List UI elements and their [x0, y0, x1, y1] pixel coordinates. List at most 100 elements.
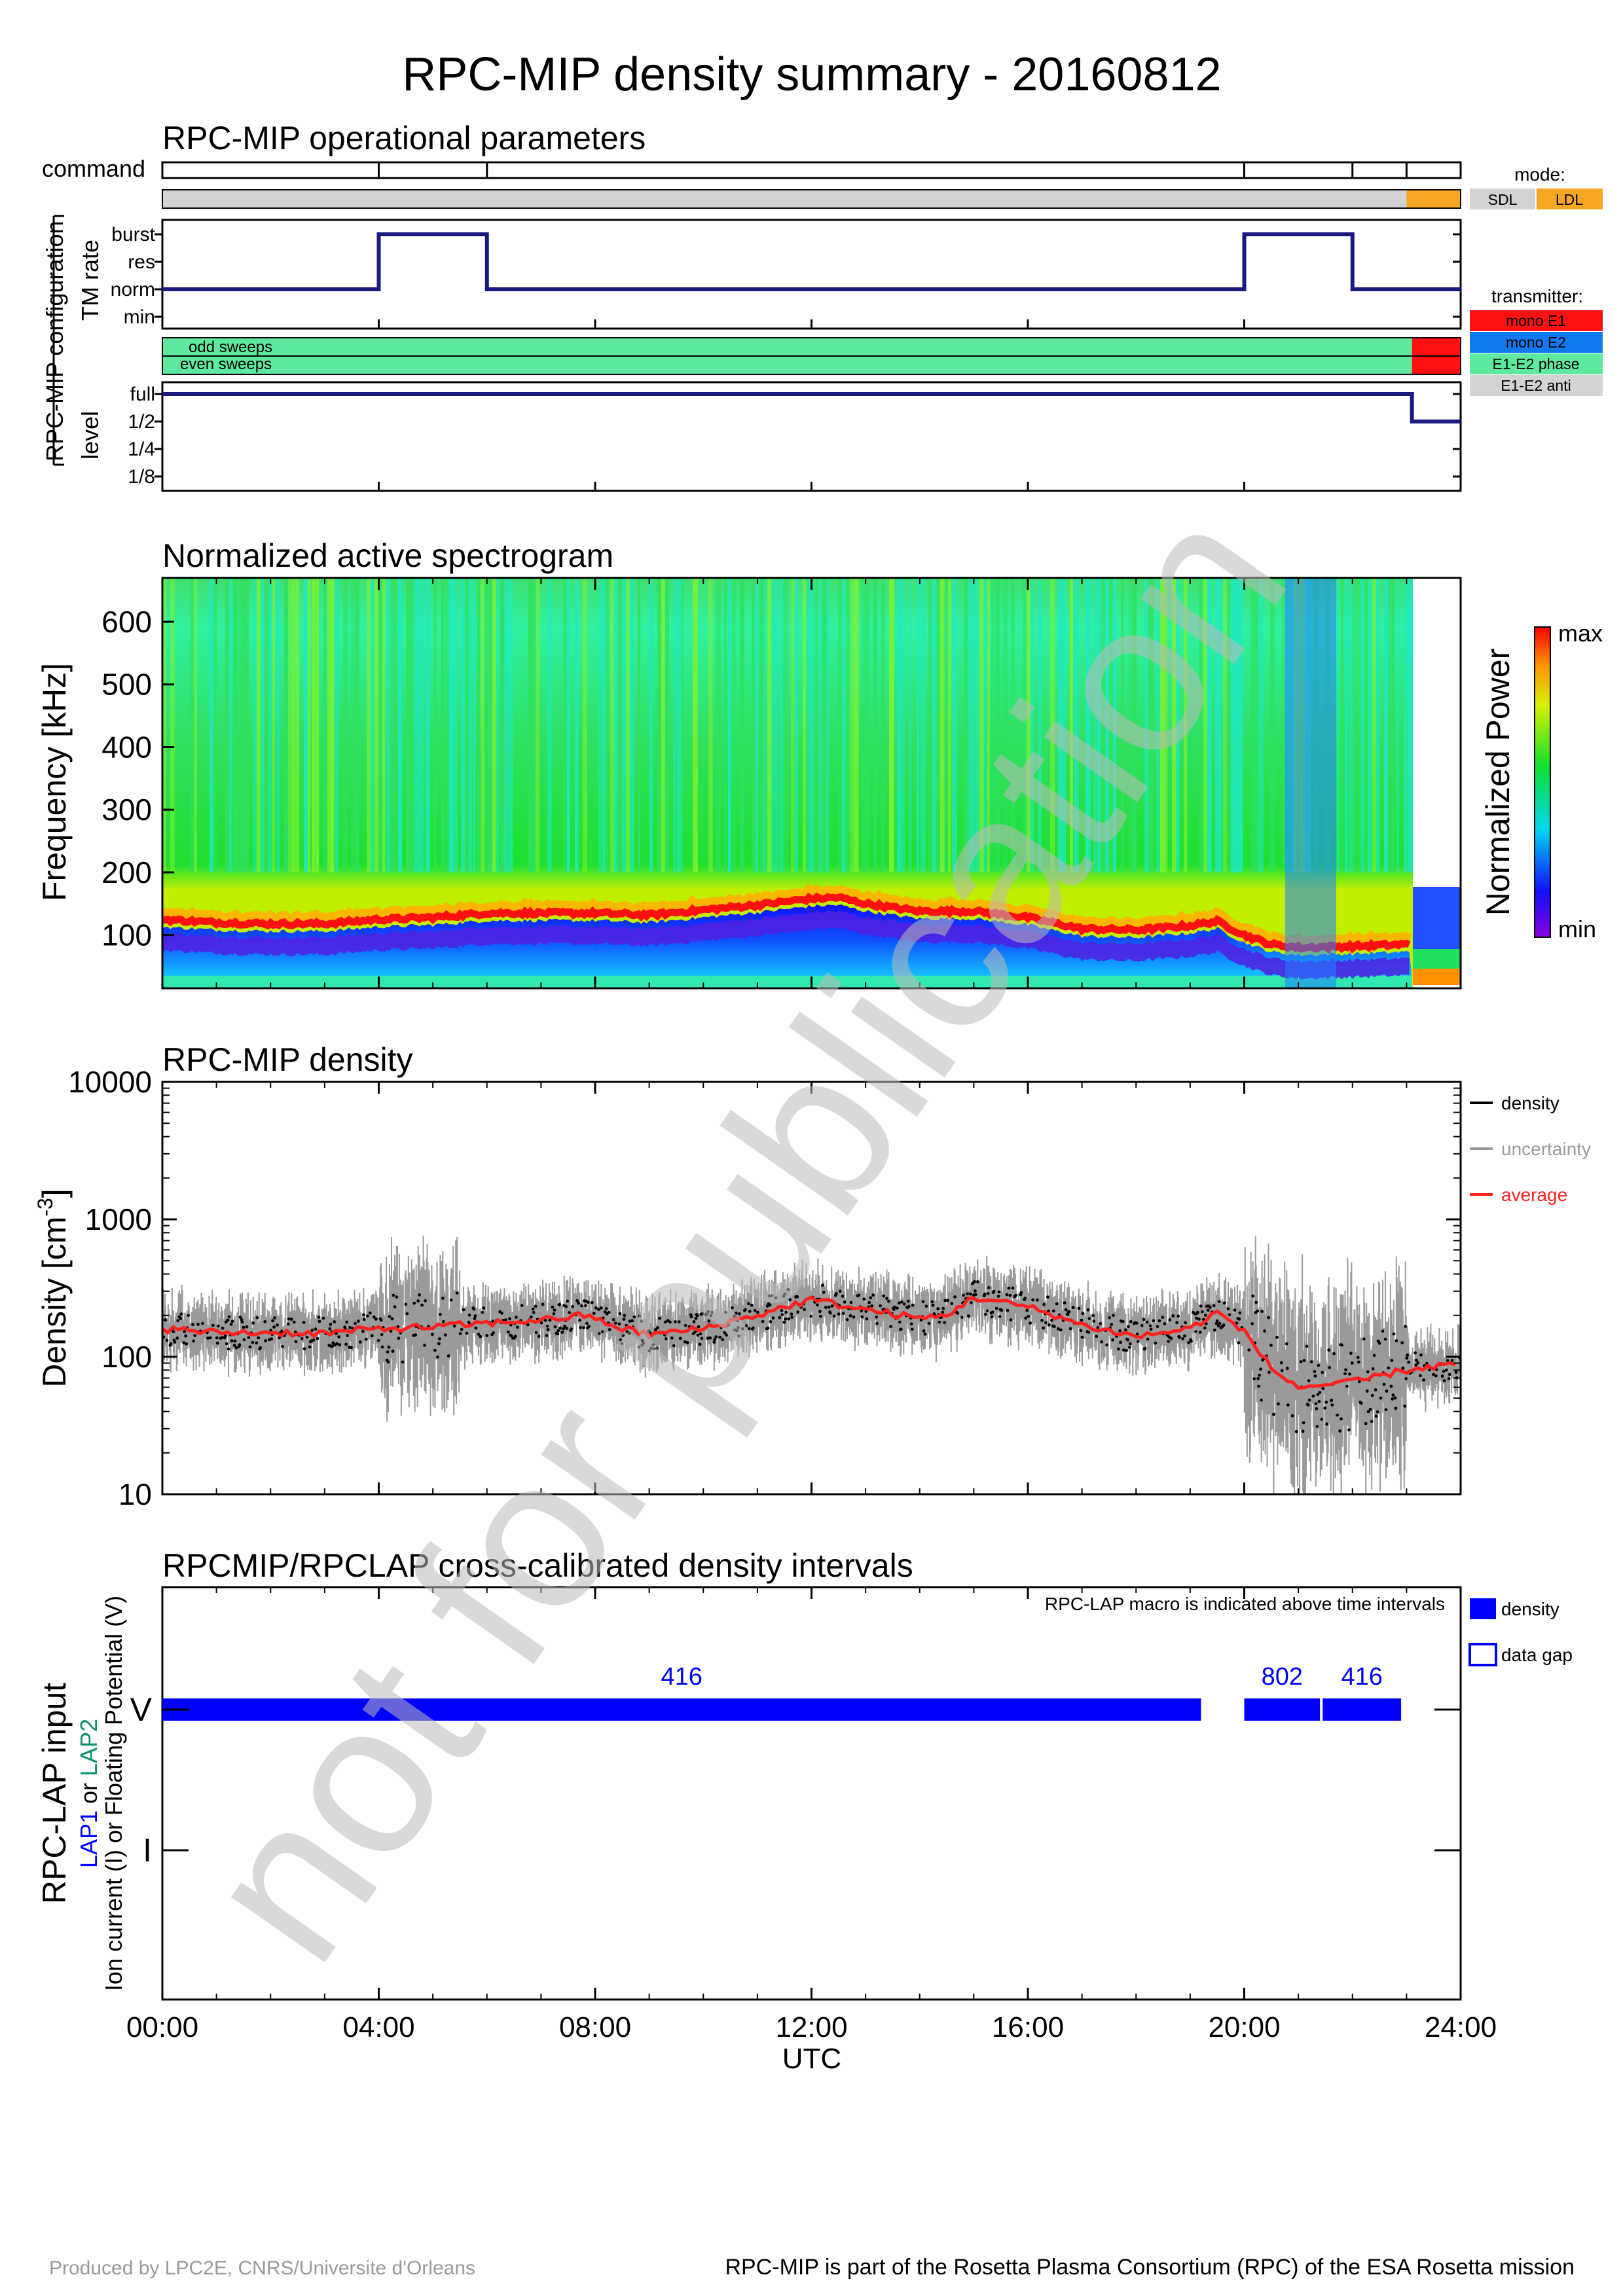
density-point: [1299, 1360, 1303, 1364]
spectrogram-column: [1341, 578, 1344, 872]
spectrogram-column: [968, 578, 973, 872]
density-point: [1357, 1380, 1361, 1384]
density-point: [1301, 1429, 1305, 1433]
ops-title: RPC-MIP operational parameters: [162, 120, 646, 156]
density-point: [700, 1336, 704, 1340]
density-point: [1321, 1387, 1325, 1390]
density-point: [930, 1300, 934, 1304]
spectrogram-column: [575, 578, 579, 872]
density-point: [1387, 1366, 1391, 1370]
spectrogram-column: [268, 578, 272, 872]
level-line: [162, 392, 1461, 423]
lap-macro-label: 416: [1341, 1663, 1383, 1691]
density-point: [902, 1302, 906, 1306]
density-point: [389, 1329, 393, 1333]
spectrogram-column: [630, 578, 634, 872]
density-point: [232, 1344, 236, 1347]
density-point: [845, 1318, 849, 1321]
spectrogram-column: [649, 578, 653, 872]
density-point: [280, 1329, 283, 1333]
spectrogram-column: [759, 578, 765, 872]
density-point: [532, 1311, 536, 1314]
density-point: [1313, 1374, 1317, 1378]
density-point: [1442, 1379, 1446, 1382]
density-point: [710, 1310, 714, 1314]
density-point: [165, 1338, 169, 1342]
density-point: [1019, 1291, 1023, 1295]
config-bracket: [52, 215, 64, 466]
mode-legend-title: mode:: [1514, 164, 1565, 185]
spectrogram-column: [1038, 578, 1042, 872]
spectrogram-column: [1223, 578, 1227, 872]
density-point: [830, 1304, 834, 1308]
density-point: [1087, 1317, 1091, 1320]
density-point: [1442, 1369, 1446, 1373]
command-label: command: [42, 155, 145, 182]
level-panel: [161, 381, 1462, 492]
density-point: [1400, 1341, 1404, 1345]
density-point: [1256, 1309, 1260, 1313]
spectrogram-column: [410, 578, 414, 872]
level-ticks: full 1/2 1/4 1/8: [128, 384, 1461, 488]
spectrogram-y-tick-label: 600: [101, 605, 152, 639]
spectrogram-column: [210, 578, 213, 872]
density-point: [386, 1350, 390, 1354]
density-point: [1125, 1349, 1128, 1352]
density-point: [1247, 1348, 1251, 1352]
spectrogram-column: [1003, 578, 1008, 872]
density-point: [1394, 1407, 1398, 1410]
spectrogram-column: [335, 578, 338, 872]
density-point: [1122, 1348, 1125, 1352]
density-point: [1258, 1373, 1261, 1377]
density-point: [1197, 1318, 1201, 1321]
density-point: [365, 1314, 369, 1318]
density-point: [1384, 1408, 1388, 1412]
density-point: [405, 1312, 409, 1316]
spectrogram-column: [190, 578, 195, 872]
density-point: [227, 1347, 230, 1351]
mode-segment: [162, 190, 1407, 208]
density-point: [1214, 1321, 1218, 1325]
spectrogram-column: [1270, 578, 1275, 872]
spectrogram-column: [229, 578, 232, 872]
density-point: [272, 1325, 276, 1329]
density-point: [379, 1318, 383, 1322]
density-point: [553, 1325, 557, 1329]
density-point: [784, 1317, 788, 1321]
density-average-line: [162, 1295, 1456, 1390]
density-point: [1036, 1298, 1039, 1302]
density-point: [607, 1310, 611, 1314]
density-point: [1406, 1354, 1410, 1357]
density-point: [1040, 1318, 1044, 1322]
density-point: [1351, 1361, 1354, 1365]
spectrogram-column: [461, 578, 465, 872]
density-y-tick-label: 100: [101, 1340, 152, 1374]
density-point: [751, 1326, 755, 1330]
spectrogram-column: [253, 578, 257, 872]
spectrogram-column: [245, 578, 249, 872]
density-point: [220, 1336, 224, 1339]
density-point: [1368, 1408, 1372, 1411]
level-axis-label: level: [77, 411, 103, 459]
density-point: [1029, 1321, 1032, 1325]
spectrogram-column: [304, 578, 308, 872]
footer-left: Produced by LPC2E, CNRS/Universite d'Orl…: [49, 2257, 475, 2279]
density-point: [412, 1301, 416, 1305]
density-point: [774, 1296, 778, 1300]
density-point: [1317, 1400, 1321, 1403]
density-point: [796, 1310, 800, 1314]
density-point: [564, 1304, 568, 1308]
density-point: [321, 1316, 325, 1320]
density-point: [652, 1347, 655, 1351]
density-point: [1317, 1363, 1321, 1367]
density-point: [577, 1301, 580, 1305]
density-point: [1146, 1337, 1150, 1341]
density-point: [1392, 1332, 1396, 1336]
density-point: [439, 1312, 442, 1316]
density-point: [931, 1303, 935, 1307]
density-point: [976, 1280, 979, 1283]
spectrogram-column: [386, 578, 391, 872]
spectrogram-column: [1203, 578, 1207, 872]
spectrogram-column: [374, 578, 379, 872]
spectrogram-column: [661, 578, 665, 872]
